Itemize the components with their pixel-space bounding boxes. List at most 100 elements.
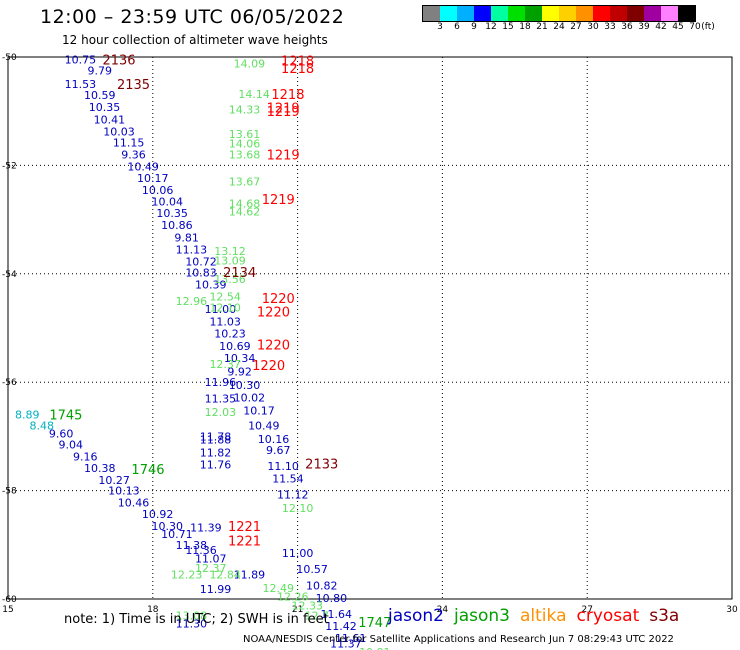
wave-height-point: 11.64	[320, 608, 352, 621]
wave-height-point: 10.46	[118, 497, 150, 510]
wave-height-point: 10.69	[219, 340, 251, 353]
time-marker: 1745	[49, 409, 82, 424]
wave-height-point: 11.00	[205, 303, 237, 316]
wave-height-point: 11.30	[176, 617, 208, 630]
wave-height-point: 11.13	[176, 243, 208, 256]
wave-height-point: 11.76	[200, 459, 232, 472]
wave-height-point: 11.15	[113, 137, 145, 150]
wave-height-point: 10.80	[316, 592, 348, 605]
wave-height-point: 10.06	[142, 184, 174, 197]
wave-height-point: 14.68	[229, 197, 261, 210]
color-scale-legend	[422, 5, 696, 22]
time-marker: 1221	[228, 520, 261, 535]
wave-height-point: 9.79	[87, 65, 112, 78]
legend-label: 27	[570, 22, 582, 32]
legend-label: 42	[655, 22, 667, 32]
wave-height-point: 10.72	[185, 255, 217, 268]
wave-height-point: 11.38	[176, 539, 208, 552]
y-tick-label: -52	[2, 161, 17, 171]
legend-label: 24	[553, 22, 565, 32]
wave-height-point: 12.54	[209, 291, 241, 304]
time-marker: 1219	[267, 149, 300, 164]
wave-height-point: 8.89	[15, 409, 40, 422]
wave-height-point: 10.13	[108, 485, 140, 498]
legend-swatch	[661, 6, 678, 21]
wave-height-point: 10.83	[185, 267, 217, 280]
legend-label: 33	[604, 22, 616, 32]
wave-height-point: 11.10	[267, 460, 299, 473]
wave-height-point: 10.34	[224, 352, 256, 365]
wave-height-point: 11.42	[325, 620, 357, 633]
legend-label: 15	[502, 22, 514, 32]
legend-swatch	[593, 6, 610, 21]
legend-swatch	[525, 6, 542, 21]
wave-height-point: 11.03	[209, 315, 241, 328]
wave-height-point: 14.33	[229, 104, 261, 117]
y-tick-label: -54	[2, 270, 17, 280]
satellite-legend-item: jason3	[454, 606, 510, 626]
legend-label: 70	[689, 22, 701, 32]
wave-height-point: 14.06	[229, 138, 261, 151]
wave-height-point: 10.35	[89, 101, 121, 114]
wave-height-point: 10.86	[161, 219, 193, 232]
wave-height-point: 10.17	[243, 404, 275, 417]
legend-label: 36	[621, 22, 633, 32]
time-marker: 1220	[257, 338, 290, 353]
time-marker: 1220	[257, 306, 290, 321]
y-tick-label: -56	[2, 378, 17, 388]
wave-height-point: 12.96	[176, 295, 208, 308]
x-tick-label: 18	[147, 605, 159, 615]
x-tick-label: 27	[581, 605, 592, 615]
wave-height-point: 12.84	[209, 569, 241, 582]
wave-height-point: 12.7	[305, 609, 330, 622]
wave-height-point: 13.67	[229, 176, 261, 189]
legend-swatch	[491, 6, 508, 21]
legend-swatch	[644, 6, 661, 21]
wave-height-point: 10.38	[84, 462, 116, 475]
wave-height-point: 14.09	[234, 58, 266, 71]
wave-height-point: 12.49	[263, 582, 295, 595]
time-marker: 1746	[131, 463, 164, 478]
wave-height-point: 12.23	[171, 569, 203, 582]
wave-height-point: 10.30	[152, 520, 184, 533]
legend-label: 39	[638, 22, 650, 32]
wave-height-point: 11.53	[65, 78, 97, 91]
x-tick-label: 30	[726, 605, 738, 615]
y-tick-label: -58	[2, 487, 17, 497]
wave-height-point: 12.37	[209, 358, 241, 371]
legend-swatch	[508, 6, 525, 21]
legend-label: 45	[672, 22, 684, 32]
plot-frame	[7, 56, 733, 600]
time-marker: 1747	[358, 616, 391, 631]
wave-height-point: 13.12	[214, 245, 246, 258]
wave-height-point: 13.68	[229, 149, 261, 162]
legend-swatch	[610, 6, 627, 21]
wave-height-point: 14.62	[229, 205, 261, 218]
wave-height-point: 11.35	[205, 392, 237, 405]
time-marker: 2136	[102, 54, 135, 69]
wave-height-point: 10.75	[65, 54, 97, 67]
wave-height-point: 10.01	[359, 646, 391, 650]
wave-height-point: 13.08	[176, 609, 208, 622]
wave-height-point: 13.09	[214, 254, 246, 267]
time-marker: 1221	[228, 534, 261, 549]
time-marker: 1218	[281, 54, 314, 69]
wave-height-point: 12.10	[282, 502, 314, 515]
wave-height-point: 8.48	[30, 420, 55, 433]
legend-swatch	[440, 6, 457, 21]
wave-height-point: 11.82	[200, 447, 232, 460]
time-marker: 1218	[281, 62, 314, 77]
wave-height-point: 10.59	[84, 89, 116, 102]
legend-label: 30	[587, 22, 599, 32]
legend-label: 9	[471, 22, 477, 32]
satellite-legend: jason2 jason3 altika cryosat s3a	[388, 606, 689, 626]
wave-height-point: 11.99	[200, 583, 232, 596]
legend-label: 3	[437, 22, 443, 32]
wave-height-point: 10.71	[161, 528, 193, 541]
wave-height-point: 11.89	[234, 569, 266, 582]
wave-height-point: 10.23	[214, 327, 246, 340]
time-marker: 1219	[262, 193, 295, 208]
time-marker: 1220	[262, 292, 295, 307]
wave-height-point: 11.12	[277, 488, 309, 501]
